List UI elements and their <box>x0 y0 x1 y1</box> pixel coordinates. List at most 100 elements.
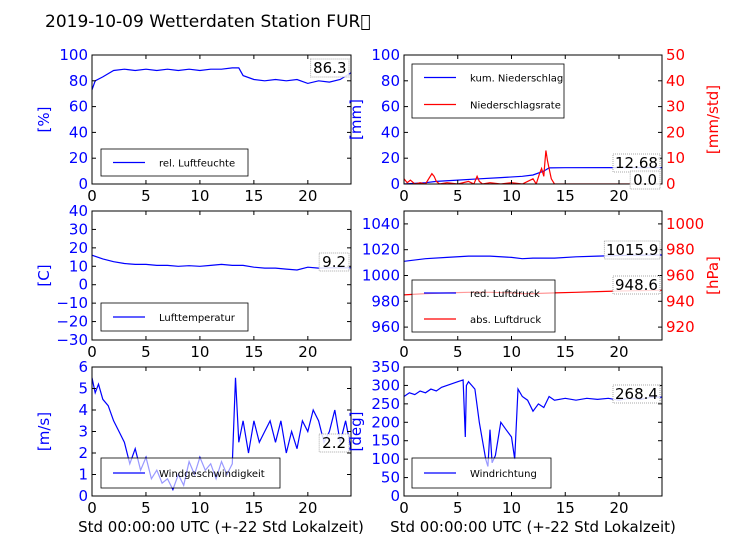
legend-winddirection: Windrichtung <box>411 457 552 489</box>
plot-frame-precipitation <box>403 54 663 185</box>
y-tick-label-humidity-80: 80 <box>69 72 88 90</box>
x-tick-label-windspeed-20: 20 <box>298 499 317 517</box>
y-tick-label-temperature-0: 0 <box>78 276 88 294</box>
y2-tick-label-pressure-940: 940 <box>666 292 695 310</box>
x-tick-label-winddirection-20: 20 <box>609 499 628 517</box>
x-tick-label-pressure-10: 10 <box>502 343 521 361</box>
legend-label-humidity-0: rel. Luftfeuchte <box>159 159 235 170</box>
chart-panel-windspeed: 0 5 10 15 20 0 1 2 3 4 5 6 [m/s] 2.2 Windgeschwindigke… <box>35 358 352 517</box>
y2-tick-label-pressure-960: 960 <box>666 267 695 285</box>
legend-label-precipitation-1: Niederschlagsrate <box>470 101 561 112</box>
y-tick-label-temperature--10: −10 <box>56 294 88 312</box>
legend-label-precipitation-0: kum. Niederschlag <box>470 74 563 85</box>
legend-humidity: rel. Luftfeuchte <box>100 148 249 177</box>
y2-tick-label-pressure-920: 920 <box>666 318 695 336</box>
current-value-winddirection-box <box>612 384 661 404</box>
y-tick-label-temperature-10: 10 <box>69 257 88 275</box>
chart-panel-temperature: 0 5 10 15 20−30−20−10010203040[C]9.2Lufttemp… <box>35 202 352 361</box>
current-value2-pressure-box <box>612 275 661 295</box>
legend-pressure: red. Luftdruck abs. Luftdruck <box>411 279 556 333</box>
legend-label-pressure-0: red. Luftdruck <box>470 289 540 300</box>
current-value-temperature-box <box>318 252 350 272</box>
y-tick-label-pressure-1040: 1040 <box>362 215 400 233</box>
y-tick-label-windspeed-0: 0 <box>78 487 88 505</box>
y-tick-label-temperature-40: 40 <box>69 202 88 220</box>
chart-panel-pressure: 0 5 10 15 20 960 980 1000 1020 1040 920 940 960 980 10… <box>362 210 722 361</box>
series-line-humidity-0 <box>92 67 351 91</box>
y-tick-label-pressure-1000: 1000 <box>362 267 400 285</box>
y-tick-label-winddirection-350: 350 <box>371 358 400 376</box>
x-tick-label-temperature-0: 0 <box>87 343 97 361</box>
x-tick-label-windspeed-0: 0 <box>87 499 97 517</box>
x-axis-label-right: Std 00:00:00 UTC (+-22 Std Lokalzeit) <box>390 518 676 536</box>
y-tick-label-precipitation-100: 100 <box>371 46 400 64</box>
series-line-temperature-0 <box>92 254 351 271</box>
x-tick-label-pressure-20: 20 <box>609 343 628 361</box>
y-tick-label-pressure-1020: 1020 <box>362 241 400 259</box>
y-tick-label-windspeed-3: 3 <box>78 423 88 441</box>
y-tick-label-winddirection-50: 50 <box>381 469 400 487</box>
x-tick-label-winddirection-0: 0 <box>399 499 409 517</box>
y-tick-label-precipitation-60: 60 <box>381 98 400 116</box>
y-tick-label-temperature--30: −30 <box>56 331 88 349</box>
y-tick-label-pressure-960: 960 <box>371 318 400 336</box>
y-tick-label-winddirection-100: 100 <box>371 450 400 468</box>
legend-label-windspeed-0: Windgeschwindigkeit <box>159 469 265 480</box>
y-tick-label-windspeed-5: 5 <box>78 380 88 398</box>
plot-frame-humidity <box>91 54 352 185</box>
y-axis-label-temperature: [C] <box>35 264 53 286</box>
y-axis-label-precipitation: [mm] <box>347 99 365 140</box>
legend-label-temperature-0: Lufttemperatur <box>159 313 236 324</box>
x-tick-label-humidity-0: 0 <box>87 187 97 205</box>
y2-tick-label-precipitation-20: 20 <box>666 123 685 141</box>
y-tick-label-precipitation-80: 80 <box>381 72 400 90</box>
figure-title: 2019-10-09 Wetterdaten Station FUR  <box>45 12 371 32</box>
current-value-pressure: 1015.9 <box>606 241 659 259</box>
y2-tick-label-precipitation-0: 0 <box>666 175 676 193</box>
y-tick-label-windspeed-1: 1 <box>78 466 88 484</box>
y-tick-label-humidity-60: 60 <box>69 98 88 116</box>
y-axis-label-humidity: [%] <box>35 107 53 133</box>
chart-panel-winddirection: 0 5 10 15 20050100150200250300350[deg]268.4W… <box>347 358 663 517</box>
y-tick-label-temperature-20: 20 <box>69 239 88 257</box>
x-tick-label-winddirection-10: 10 <box>502 499 521 517</box>
y2-tick-label-precipitation-30: 30 <box>666 98 685 116</box>
y-tick-label-winddirection-0: 0 <box>390 487 400 505</box>
x-tick-label-humidity-5: 5 <box>141 187 151 205</box>
x-tick-label-precipitation-5: 5 <box>453 187 463 205</box>
y-tick-label-winddirection-300: 300 <box>371 376 400 394</box>
y-tick-label-windspeed-2: 2 <box>78 444 88 462</box>
legend-label-pressure-1: abs. Luftdruck <box>470 315 541 326</box>
y-tick-label-pressure-980: 980 <box>371 292 400 310</box>
x-tick-label-temperature-10: 10 <box>190 343 209 361</box>
x-tick-label-precipitation-15: 15 <box>556 187 575 205</box>
current-value-temperature: 9.2 <box>322 253 346 271</box>
x-tick-label-humidity-10: 10 <box>190 187 209 205</box>
x-tick-label-pressure-5: 5 <box>453 343 463 361</box>
y2-tick-label-pressure-980: 980 <box>666 241 695 259</box>
x-tick-label-pressure-15: 15 <box>556 343 575 361</box>
current-value-humidity-box <box>310 58 350 78</box>
y-tick-label-precipitation-20: 20 <box>381 149 400 167</box>
x-axis-label-left: Std 00:00:00 UTC (+-22 Std Lokalzeit) <box>78 518 364 536</box>
x-tick-label-winddirection-15: 15 <box>556 499 575 517</box>
x-tick-label-precipitation-10: 10 <box>502 187 521 205</box>
current-value-humidity: 86.3 <box>313 59 346 77</box>
y-tick-label-humidity-20: 20 <box>69 149 88 167</box>
y2-tick-label-precipitation-40: 40 <box>666 72 685 90</box>
x-tick-label-windspeed-5: 5 <box>141 499 151 517</box>
y2-tick-label-precipitation-10: 10 <box>666 149 685 167</box>
legend-temperature: Lufttemperatur <box>100 302 249 332</box>
y-tick-label-temperature-30: 30 <box>69 220 88 238</box>
y-tick-label-windspeed-6: 6 <box>78 358 88 376</box>
y2-tick-label-precipitation-50: 50 <box>666 46 685 64</box>
legend-windspeed: Windgeschwindigkeit <box>100 457 281 489</box>
current-value2-precipitation: 0.0 <box>633 171 657 189</box>
chart-panel-humidity: 0 5 10 15 20 0 20 40 60 80 100 [%] 86.3 rel. Luftfeuc… <box>35 46 352 205</box>
x-tick-label-temperature-20: 20 <box>298 343 317 361</box>
x-tick-label-temperature-5: 5 <box>141 343 151 361</box>
y-tick-label-winddirection-200: 200 <box>371 413 400 431</box>
y-tick-label-winddirection-150: 150 <box>371 432 400 450</box>
